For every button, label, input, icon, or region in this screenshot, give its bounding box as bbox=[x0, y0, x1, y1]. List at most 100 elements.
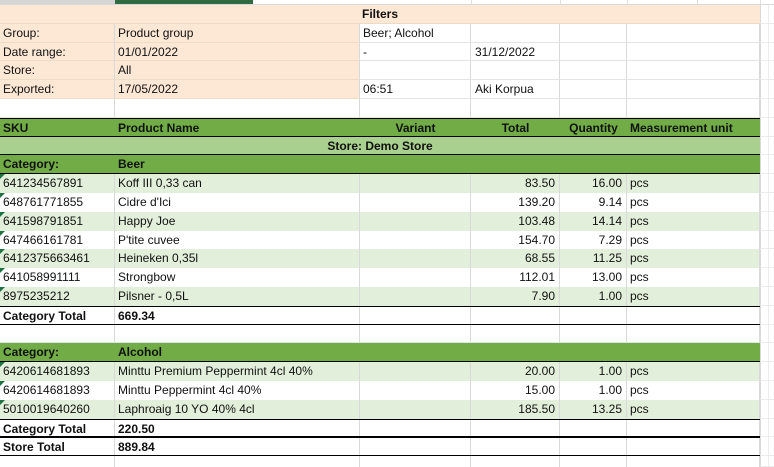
unit-cell[interactable]: pcs bbox=[627, 230, 760, 250]
cell[interactable] bbox=[627, 42, 760, 62]
filter-value-date-end[interactable]: 31/12/2022 bbox=[471, 42, 560, 62]
column-header-variant[interactable]: Variant bbox=[395, 120, 436, 135]
filter-value-group-type[interactable]: Product group bbox=[115, 23, 360, 43]
category-total-label[interactable]: Category Total bbox=[0, 306, 115, 324]
filters-title[interactable]: Filters bbox=[361, 7, 398, 21]
variant-cell[interactable] bbox=[360, 174, 471, 193]
filter-value-export-date[interactable]: 17/05/2022 bbox=[115, 80, 360, 99]
sku-cell[interactable]: 8975235212 bbox=[0, 286, 115, 306]
cell[interactable] bbox=[560, 61, 627, 81]
column-header-measurement-unit[interactable]: Measurement unit bbox=[630, 120, 733, 135]
cell[interactable] bbox=[627, 80, 760, 99]
quantity-cell[interactable]: 1.00 bbox=[560, 380, 627, 400]
cell[interactable] bbox=[471, 61, 560, 81]
quantity-cell[interactable]: 14.14 bbox=[560, 211, 627, 231]
category-label[interactable]: Category: bbox=[3, 345, 60, 360]
column-header-quantity[interactable]: Quantity bbox=[569, 120, 618, 135]
variant-cell[interactable] bbox=[360, 380, 471, 400]
cell[interactable] bbox=[560, 324, 627, 344]
cell[interactable] bbox=[560, 456, 627, 467]
cell[interactable] bbox=[560, 98, 627, 118]
column-header-product-name[interactable]: Product Name bbox=[118, 120, 200, 135]
cell[interactable] bbox=[471, 98, 560, 118]
sku-cell[interactable]: 641058991111 bbox=[0, 268, 115, 287]
total-cell[interactable]: 68.55 bbox=[471, 249, 560, 269]
total-cell[interactable]: 7.90 bbox=[471, 286, 560, 306]
store-total-value[interactable]: 889.84 bbox=[115, 438, 360, 456]
product-name-cell[interactable]: Strongbow bbox=[115, 268, 360, 287]
cell[interactable] bbox=[471, 324, 560, 344]
product-name-cell[interactable]: Happy Joe bbox=[115, 211, 360, 231]
total-cell[interactable]: 20.00 bbox=[471, 362, 560, 381]
cell[interactable] bbox=[115, 324, 360, 344]
quantity-cell[interactable]: 7.29 bbox=[560, 230, 627, 250]
cell[interactable] bbox=[627, 324, 760, 344]
unit-cell[interactable]: pcs bbox=[627, 286, 760, 306]
quantity-cell[interactable]: 13.25 bbox=[560, 399, 627, 419]
category-total-value[interactable]: 220.50 bbox=[115, 419, 360, 437]
cell[interactable] bbox=[115, 456, 360, 467]
cell[interactable] bbox=[360, 324, 471, 344]
variant-cell[interactable] bbox=[360, 249, 471, 269]
cell[interactable] bbox=[471, 419, 560, 437]
quantity-cell[interactable]: 9.14 bbox=[560, 192, 627, 212]
cell[interactable] bbox=[471, 23, 560, 43]
cell[interactable] bbox=[360, 61, 471, 81]
cell[interactable] bbox=[115, 98, 360, 118]
product-name-cell[interactable]: Laphroaig 10 YO 40% 4cl bbox=[115, 399, 360, 419]
total-cell[interactable]: 185.50 bbox=[471, 399, 560, 419]
cell[interactable] bbox=[0, 98, 115, 118]
column-header-sku[interactable]: SKU bbox=[3, 120, 29, 135]
store-banner[interactable]: Store: Demo Store bbox=[327, 138, 433, 153]
sku-cell[interactable]: 648761771855 bbox=[0, 192, 115, 212]
variant-cell[interactable] bbox=[360, 230, 471, 250]
cell[interactable] bbox=[360, 456, 471, 467]
cell[interactable] bbox=[560, 23, 627, 43]
filter-label-store[interactable]: Store: bbox=[0, 61, 115, 81]
filter-label-exported[interactable]: Exported: bbox=[0, 80, 115, 99]
total-cell[interactable]: 154.70 bbox=[471, 230, 560, 250]
sku-cell[interactable]: 6420614681893 bbox=[0, 380, 115, 400]
cell[interactable] bbox=[471, 438, 560, 456]
quantity-cell[interactable]: 1.00 bbox=[560, 362, 627, 381]
product-name-cell[interactable]: Minttu Peppermint 4cl 40% bbox=[115, 380, 360, 400]
cell[interactable] bbox=[560, 80, 627, 99]
total-cell[interactable]: 103.48 bbox=[471, 211, 560, 231]
column-header-total[interactable]: Total bbox=[501, 120, 530, 135]
cell[interactable] bbox=[627, 306, 760, 324]
total-cell[interactable]: 15.00 bbox=[471, 380, 560, 400]
cell[interactable] bbox=[627, 23, 760, 43]
variant-cell[interactable] bbox=[360, 286, 471, 306]
cell[interactable] bbox=[627, 98, 760, 118]
product-name-cell[interactable]: Cidre d'Ici bbox=[115, 192, 360, 212]
sku-cell[interactable]: 647466161781 bbox=[0, 230, 115, 250]
filter-value-export-user[interactable]: Aki Korpua bbox=[471, 80, 560, 99]
cell[interactable] bbox=[627, 438, 760, 456]
unit-cell[interactable]: pcs bbox=[627, 362, 760, 381]
filter-value-group-selection[interactable]: Beer; Alcohol bbox=[360, 23, 471, 43]
filter-value-store[interactable]: All bbox=[115, 61, 360, 81]
sku-cell[interactable]: 5010019640260 bbox=[0, 399, 115, 419]
cell[interactable] bbox=[560, 42, 627, 62]
sku-cell[interactable]: 641234567891 bbox=[0, 174, 115, 193]
unit-cell[interactable]: pcs bbox=[627, 249, 760, 269]
cell[interactable] bbox=[0, 456, 115, 467]
category-name[interactable]: Beer bbox=[118, 157, 145, 172]
cell[interactable] bbox=[560, 419, 627, 437]
cell[interactable] bbox=[360, 438, 471, 456]
cell[interactable] bbox=[627, 61, 760, 81]
unit-cell[interactable]: pcs bbox=[627, 192, 760, 212]
product-name-cell[interactable]: Minttu Premium Peppermint 4cl 40% bbox=[115, 362, 360, 381]
cell[interactable] bbox=[360, 419, 471, 437]
filter-label-group[interactable]: Group: bbox=[0, 23, 115, 43]
cell[interactable] bbox=[471, 456, 560, 467]
store-total-label[interactable]: Store Total bbox=[0, 438, 115, 456]
sku-cell[interactable]: 6412375663461 bbox=[0, 249, 115, 269]
filter-value-date-start[interactable]: 01/01/2022 bbox=[115, 42, 360, 62]
filter-value-export-time[interactable]: 06:51 bbox=[360, 80, 471, 99]
product-name-cell[interactable]: Heineken 0,35l bbox=[115, 249, 360, 269]
quantity-cell[interactable]: 11.25 bbox=[560, 249, 627, 269]
category-total-label[interactable]: Category Total bbox=[0, 419, 115, 437]
cell[interactable] bbox=[627, 419, 760, 437]
variant-cell[interactable] bbox=[360, 399, 471, 419]
